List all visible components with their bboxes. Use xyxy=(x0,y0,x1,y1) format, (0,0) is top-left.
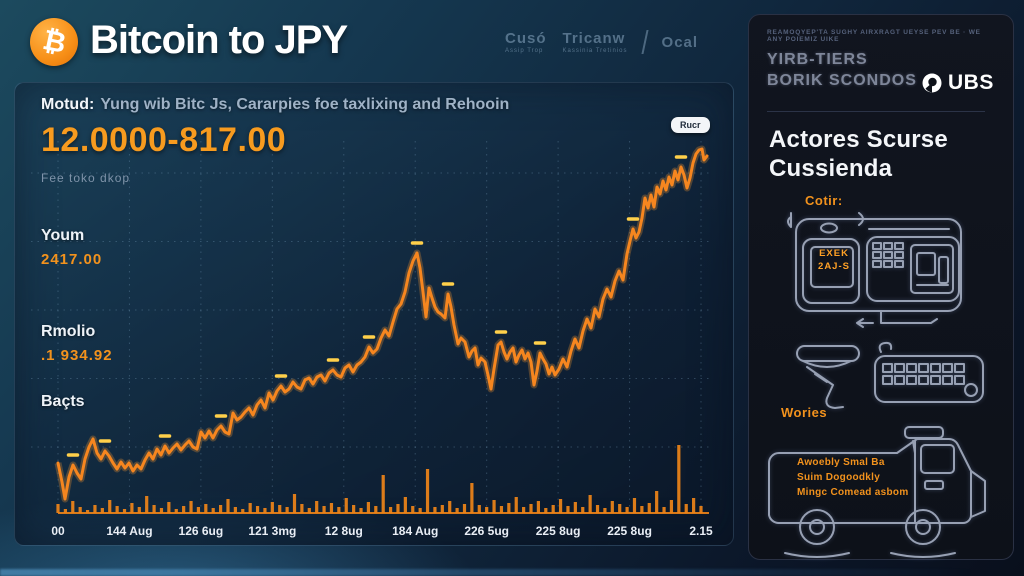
stat-label: Baçts xyxy=(41,393,85,410)
wories-label: Wories xyxy=(781,405,828,420)
cotir-label: Cotir: xyxy=(805,193,843,208)
side-panel-brand: YIRB-TIERS BORIK SCONDOS xyxy=(767,51,917,89)
svg-text:225 8ug: 225 8ug xyxy=(607,524,652,538)
stat-bacts: Baçts xyxy=(41,393,85,411)
logo-tricanw: Tricanw Kassinia Tretinios xyxy=(562,30,628,54)
logo-divider xyxy=(640,30,649,54)
stat-value: .1 934.92 xyxy=(41,347,113,364)
side-panel-divider xyxy=(767,111,985,112)
bitcoin-icon: ₿ xyxy=(30,18,78,66)
ubs-icon xyxy=(922,73,942,93)
chart-panel: 00 144 Aug 126 6ug 121 3mg 12 8ug 184 Aug 226 … xyxy=(14,82,734,546)
svg-text:144 Aug: 144 Aug xyxy=(106,524,152,538)
chart-subtitle-text: Yung wib Bitc Js, Cararpies foe taxlixin… xyxy=(100,96,510,113)
svg-text:126 6ug: 126 6ug xyxy=(179,524,224,538)
page-title: Bitcoin to JPY xyxy=(90,18,348,62)
price-caption: Fee toko dkop xyxy=(41,171,131,185)
chart-subtitle-label: Motud: xyxy=(41,96,95,113)
svg-text:12 8ug: 12 8ug xyxy=(325,524,363,538)
side-panel: REAMOQYEP'TA SUGHY AIRXRAGT UEYSE PEV BE… xyxy=(748,14,1014,560)
price-range-value: 12.0000-817.00 xyxy=(41,121,287,159)
funnel-and-keyboard-icons xyxy=(796,341,984,409)
bottom-glow xyxy=(0,569,1024,576)
stat-youm: Youm 2417.00 xyxy=(41,227,102,268)
stat-label: Rmolio xyxy=(41,323,96,340)
truck-text: Awoebly Smal Ba Suim Dogoodkly Mingc Com… xyxy=(797,457,909,498)
svg-text:121 3mg: 121 3mg xyxy=(248,524,296,538)
truck-icon xyxy=(768,426,986,558)
logo-ocal: Ocal xyxy=(661,33,699,51)
side-panel-heading: Actores Scurse Cussienda xyxy=(769,126,948,182)
svg-text:00: 00 xyxy=(51,524,65,538)
price-chart: 00 144 Aug 126 6ug 121 3mg 12 8ug 184 Aug 226 … xyxy=(31,141,713,538)
stat-label: Youm xyxy=(41,227,85,244)
logo-cuso: Cusó Assip Trop xyxy=(505,30,547,54)
ubs-logo: UBS xyxy=(921,71,994,95)
bitcoin-glyph: ₿ xyxy=(39,23,69,60)
chart-subtitle: Motud: Yung wib Bitc Js, Cararpies foe ta… xyxy=(41,96,509,114)
device-screen-text: EXEK 2AJ-S xyxy=(818,248,850,272)
svg-text:225 8ug: 225 8ug xyxy=(536,524,581,538)
partner-logos: Cusó Assip Trop Tricanw Kassinia Tretini… xyxy=(505,30,698,54)
side-panel-caption: REAMOQYEP'TA SUGHY AIRXRAGT UEYSE PEV BE… xyxy=(767,29,981,43)
header: ₿ Bitcoin to JPY Cusó Assip Trop Tricanw… xyxy=(0,0,740,82)
svg-text:226 5ug: 226 5ug xyxy=(464,524,509,538)
svg-text:184 Aug: 184 Aug xyxy=(392,524,438,538)
card-terminal-icon xyxy=(787,212,962,328)
stat-value: 2417.00 xyxy=(41,251,103,268)
stat-rmolio: Rmolio .1 934.92 xyxy=(41,323,113,364)
peak-tooltip-badge: Rucr xyxy=(671,117,710,133)
svg-text:2.15: 2.15 xyxy=(689,524,713,538)
